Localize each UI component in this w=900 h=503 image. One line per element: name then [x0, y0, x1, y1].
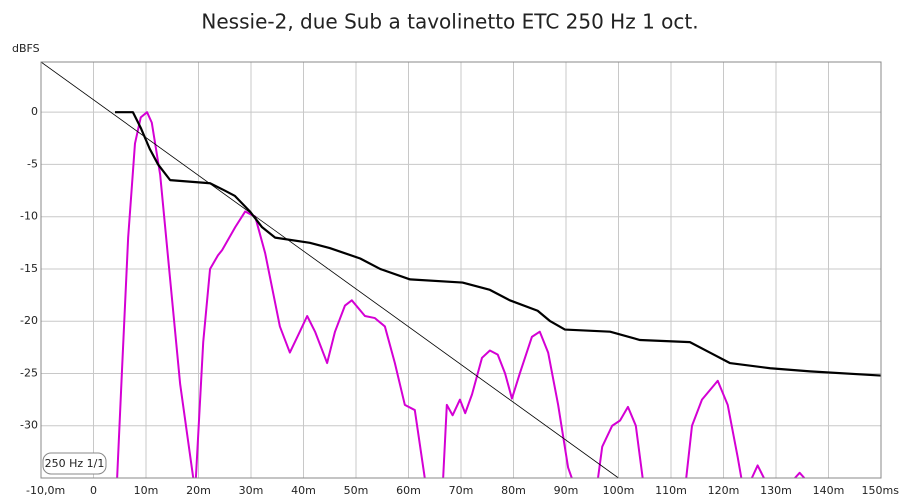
x-tick-label: 50m — [344, 484, 369, 497]
y-tick-label: 0 — [31, 105, 38, 118]
x-tick-label: 0 — [90, 484, 97, 497]
x-tick-label: 40m — [291, 484, 316, 497]
x-tick-label: 10m — [134, 484, 159, 497]
x-tick-label: 130m — [760, 484, 792, 497]
y-tick-label: -15 — [20, 262, 38, 275]
annotation: 250 Hz 1/1 — [45, 457, 105, 470]
chart-title: Nessie-2, due Sub a tavolinetto ETC 250 … — [201, 10, 698, 34]
plot-frame — [40, 61, 882, 479]
grid — [40, 62, 882, 478]
x-tick-label: 120m — [708, 484, 740, 497]
series-line — [115, 111, 881, 377]
y-tick-label: -20 — [20, 314, 38, 327]
y-axis-label: dBFS — [12, 42, 40, 55]
x-tick-label: -10,0m — [26, 484, 65, 497]
y-tick-label: -30 — [20, 419, 38, 432]
x-tick-label: 140m — [813, 484, 845, 497]
plot-lines — [41, 62, 881, 478]
x-tick-label: 80m — [501, 484, 526, 497]
y-tick-label: -10 — [20, 210, 38, 223]
series-line — [41, 62, 619, 478]
x-tick-label: 30m — [239, 484, 264, 497]
axis-labels: -10,0m 0 10m 20m 30m 40m 50m 60m 70m 80m 90m 100m 11… — [20, 105, 899, 497]
y-tick-label: -5 — [27, 157, 38, 170]
y-tick-label: -25 — [20, 366, 38, 379]
x-tick-label: 70m — [449, 484, 474, 497]
series-line — [116, 111, 806, 478]
x-tick-label: 20m — [186, 484, 211, 497]
x-tick-label: 110m — [655, 484, 687, 497]
x-tick-label: 90m — [554, 484, 579, 497]
annotation-box — [42, 452, 107, 475]
x-tick-label: 60m — [396, 484, 421, 497]
x-tick-label: 150ms — [862, 484, 900, 497]
x-tick-label: 100m — [603, 484, 635, 497]
